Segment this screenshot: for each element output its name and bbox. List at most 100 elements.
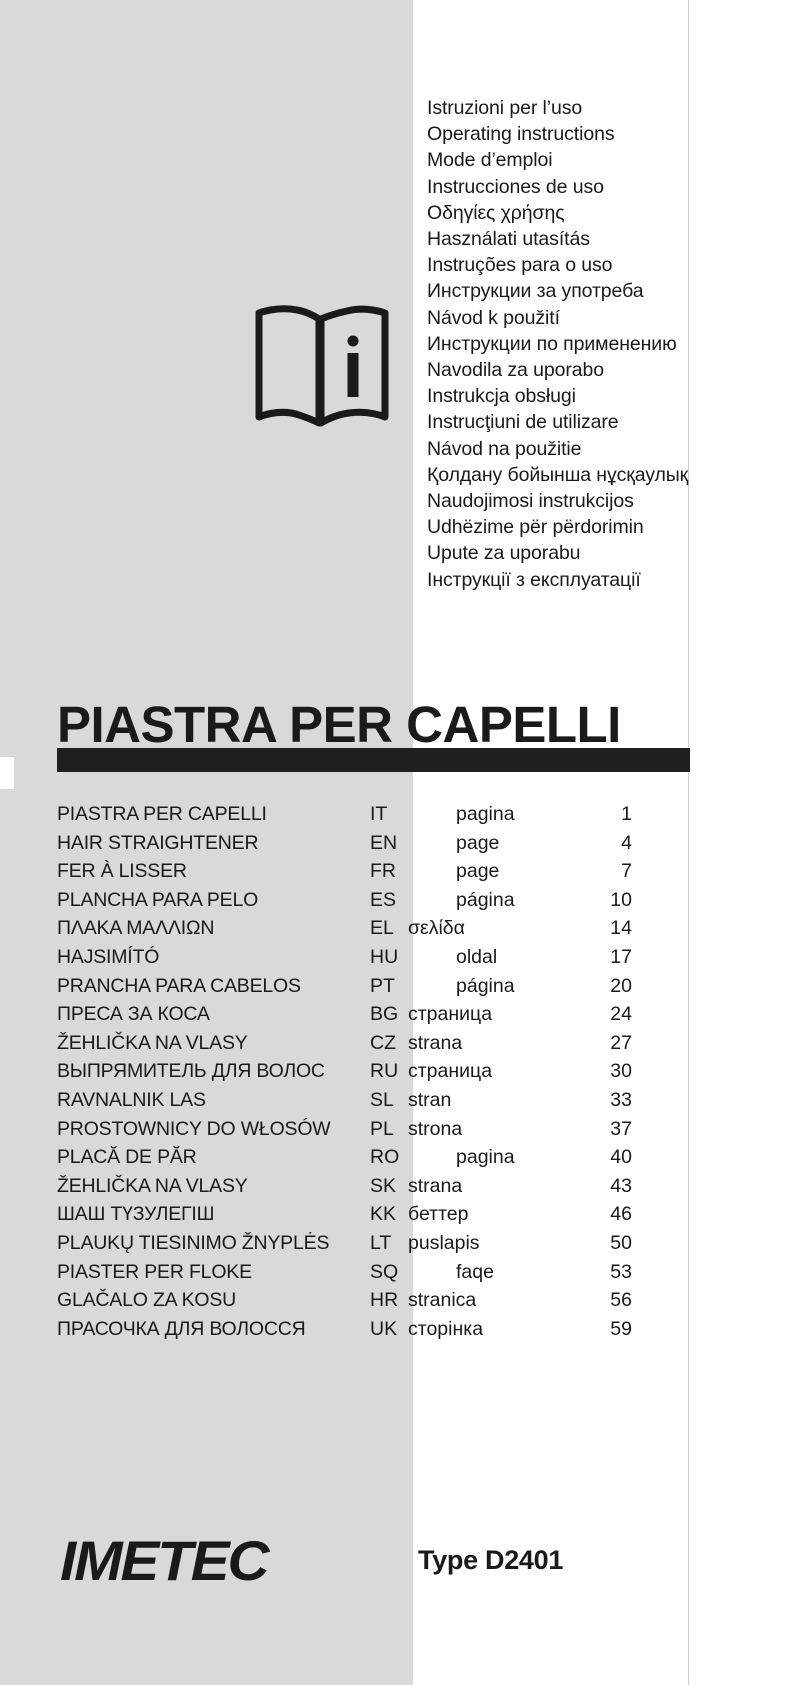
language-code-cell: PT <box>370 974 395 997</box>
page-word-cell: page <box>456 860 500 883</box>
instruction-line: Mode d’emploi <box>427 149 553 172</box>
left-grey-panel <box>0 0 413 1685</box>
language-code-cell: IT <box>370 803 388 825</box>
page-word-cell: puslapis <box>408 1231 480 1254</box>
table-row: RAVNALNIK LAS SL stran 33 <box>0 1089 802 1118</box>
product-name-cell: ПРАСОЧКА ДЛЯ ВОЛОССЯ <box>57 1317 306 1340</box>
table-row: ПРЕСА ЗА КОСА BG страница 24 <box>0 1003 802 1032</box>
instruction-line: Instrucciones de uso <box>427 175 604 198</box>
product-name-cell: PLAUKŲ TIESINIMO ŽNYPLĖS <box>57 1231 330 1254</box>
page-number-cell: 43 <box>610 1174 632 1197</box>
table-row: ŽEHLIČKA NA VLASY SK strana 43 <box>0 1175 802 1204</box>
table-row: HAIR STRAIGHTENER EN page 4 <box>0 832 802 861</box>
language-code-cell: KK <box>370 1203 397 1226</box>
page-word-cell: faqe <box>456 1260 494 1283</box>
page-number-cell: 46 <box>610 1203 632 1226</box>
page-word-cell: oldal <box>456 945 498 968</box>
page-number-cell: 53 <box>610 1260 632 1283</box>
brand-logo: IMETEC <box>60 1528 270 1593</box>
page-title: PIASTRA PER CAPELLI <box>57 696 621 753</box>
table-row: GLAČALO ZA KOSU HR stranica 56 <box>0 1289 802 1318</box>
instruction-line: Қолдану бойынша нұсқаулық <box>427 463 689 486</box>
page-number-cell: 24 <box>610 1003 632 1026</box>
product-name-cell: PIASTER PER FLOKE <box>57 1260 252 1283</box>
language-code-cell: RO <box>370 1146 400 1169</box>
product-name-cell: GLAČALO ZA KOSU <box>57 1289 237 1312</box>
instruction-line: Инструкции по применению <box>427 332 677 355</box>
product-name-cell: RAVNALNIK LAS <box>57 1088 206 1111</box>
page-word-cell: strana <box>408 1031 463 1054</box>
instruction-line: Udhëzime për përdorimin <box>427 516 644 539</box>
product-name-cell: ВЫПРЯМИТЕЛЬ ДЛЯ ВОЛОС <box>57 1060 325 1083</box>
page-number-cell: 20 <box>610 974 632 997</box>
product-name-cell: PIASTRA PER CAPELLI <box>57 803 267 825</box>
page-word-cell: σελίδα <box>408 917 465 940</box>
product-name-cell: ΠΛΑΚΑ ΜΑΛΛΙΩΝ <box>57 917 215 940</box>
table-row: PIASTRA PER CAPELLI IT pagina 1 <box>0 803 802 832</box>
page-word-cell: stranica <box>408 1289 477 1312</box>
product-name-cell: ШАШ ТҮЗУЛЕГІШ <box>57 1203 215 1226</box>
table-row: ΠΛΑΚΑ ΜΑΛΛΙΩΝ EL σελίδα 14 <box>0 917 802 946</box>
language-code-cell: RU <box>370 1060 399 1083</box>
page-number-cell: 14 <box>610 917 632 940</box>
page-number-cell: 4 <box>621 831 632 854</box>
left-edge-notch <box>0 757 14 789</box>
instruction-line: Istruzioni per l’uso <box>427 97 583 119</box>
instruction-line: Οδηγίες χρήσης <box>427 201 565 224</box>
table-row: PRANCHA PARA CABELOS PT página 20 <box>0 975 802 1004</box>
page-word-cell: page <box>456 831 500 854</box>
product-name-cell: ŽEHLIČKA NA VLASY <box>57 1174 248 1197</box>
page-word-cell: strona <box>408 1117 463 1140</box>
product-name-cell: ŽEHLIČKA NA VLASY <box>57 1031 248 1054</box>
instruction-line: Інструкції з експлуатації <box>427 568 641 591</box>
title-rule-bar <box>57 748 690 772</box>
product-name-cell: ПРЕСА ЗА КОСА <box>57 1003 210 1026</box>
table-row: ШАШ ТҮЗУЛЕГІШ KK беттер 46 <box>0 1203 802 1232</box>
instruction-line: Naudojimosi instrukcijos <box>427 490 634 513</box>
page-number-cell: 7 <box>621 860 632 883</box>
page-word-cell: pagina <box>456 803 515 825</box>
instruction-line: Инструкции за употреба <box>427 280 644 303</box>
instruction-line: Navodila za uporabo <box>427 359 604 382</box>
information-booklet-icon <box>255 305 395 430</box>
product-name-cell: HAIR STRAIGHTENER <box>57 831 259 854</box>
table-row: ŽEHLIČKA NA VLASY CZ strana 27 <box>0 1032 802 1061</box>
language-code-cell: SL <box>370 1088 394 1111</box>
product-name-cell: PROSTOWNICY DO WŁOSÓW <box>57 1117 331 1140</box>
page-number-cell: 33 <box>610 1088 632 1111</box>
instruction-line: Návod k použití <box>427 306 560 329</box>
multilingual-instructions-list: Istruzioni per l’uso Operating instructi… <box>427 95 727 593</box>
language-code-cell: HU <box>370 945 399 968</box>
page-word-cell: страница <box>408 1003 493 1026</box>
brand-logo-text: IMETEC <box>60 1529 270 1592</box>
table-row: FER À LISSER FR page 7 <box>0 860 802 889</box>
product-name-cell: PLACĂ DE PĂR <box>57 1146 197 1169</box>
page-number-cell: 30 <box>610 1060 632 1083</box>
language-code-cell: EL <box>370 917 394 940</box>
page-word-cell: сторінка <box>408 1317 484 1340</box>
page-word-cell: strana <box>408 1174 463 1197</box>
page-number-cell: 10 <box>610 888 632 911</box>
product-type-label: Type D2401 <box>418 1545 564 1575</box>
instruction-line: Návod na použitie <box>427 437 582 460</box>
instruction-line: Upute za uporabu <box>427 542 581 565</box>
product-name-cell: HAJSIMÍTÓ <box>57 945 160 968</box>
instruction-line: Instruções para o uso <box>427 254 613 277</box>
page-number-cell: 59 <box>610 1317 632 1340</box>
page-word-cell: беттер <box>408 1203 469 1226</box>
instruction-line: Operating instructions <box>427 123 615 146</box>
page-number-cell: 1 <box>621 803 632 825</box>
language-code-cell: EN <box>370 831 398 854</box>
language-code-cell: HR <box>370 1289 399 1312</box>
table-row: PIASTER PER FLOKE SQ faqe 53 <box>0 1261 802 1290</box>
page-word-cell: página <box>456 888 515 911</box>
language-code-cell: ES <box>370 888 397 911</box>
table-row: HAJSIMÍTÓ HU oldal 17 <box>0 946 802 975</box>
page-number-cell: 37 <box>610 1117 632 1140</box>
table-row: PLAUKŲ TIESINIMO ŽNYPLĖS LT puslapis 50 <box>0 1232 802 1261</box>
language-code-cell: FR <box>370 860 396 883</box>
page-number-cell: 56 <box>610 1289 632 1312</box>
page-word-cell: página <box>456 974 515 997</box>
language-code-cell: SK <box>370 1174 397 1197</box>
